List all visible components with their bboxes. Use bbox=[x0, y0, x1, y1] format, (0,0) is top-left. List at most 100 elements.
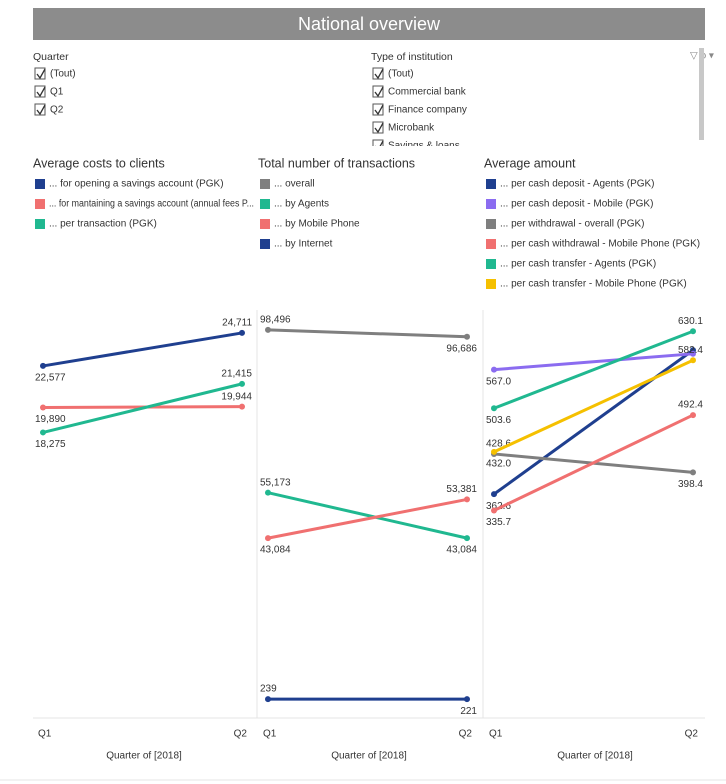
data-point bbox=[690, 328, 696, 335]
data-point bbox=[491, 405, 497, 412]
data-label: 630.1 bbox=[678, 316, 703, 327]
filter-item[interactable]: Q2 bbox=[50, 105, 64, 116]
data-label: 22,577 bbox=[35, 373, 66, 384]
checkmark bbox=[374, 104, 384, 116]
data-point bbox=[40, 404, 46, 411]
series-line bbox=[493, 352, 694, 372]
data-label: 19,944 bbox=[221, 391, 252, 402]
x-tick-label: Q1 bbox=[38, 729, 52, 740]
legend-label: ... for mantaining a savings account (an… bbox=[49, 199, 254, 210]
data-point bbox=[464, 333, 470, 340]
data-point bbox=[265, 326, 271, 333]
series-line bbox=[493, 413, 694, 512]
checkmark bbox=[374, 68, 384, 80]
filter-title: Type of institution bbox=[371, 51, 453, 63]
series-line bbox=[267, 497, 468, 540]
x-tick-label: Q2 bbox=[685, 729, 699, 740]
filter-item[interactable]: Q1 bbox=[50, 87, 64, 98]
data-label: 582.4 bbox=[678, 345, 703, 356]
filter-item[interactable]: Savings & loans bbox=[388, 141, 460, 152]
data-label: 18,275 bbox=[35, 439, 66, 450]
filter-item[interactable]: Microbank bbox=[388, 123, 435, 134]
series-line bbox=[493, 358, 694, 454]
legend-title: Average costs to clients bbox=[33, 156, 165, 170]
series-line bbox=[493, 329, 694, 410]
legend-swatch bbox=[486, 179, 496, 189]
data-label: 335.7 bbox=[486, 517, 511, 528]
data-point bbox=[690, 412, 696, 419]
data-point bbox=[40, 429, 46, 436]
checkmark bbox=[36, 68, 46, 80]
legend-swatch bbox=[260, 239, 270, 249]
series-line bbox=[267, 491, 468, 540]
legend-swatch bbox=[35, 219, 45, 229]
checkmark bbox=[374, 86, 384, 98]
filter-item[interactable]: (Tout) bbox=[388, 69, 414, 80]
data-label: 239 bbox=[260, 684, 277, 695]
data-point bbox=[239, 329, 245, 336]
checkbox[interactable] bbox=[372, 139, 384, 151]
filter-item[interactable]: Finance company bbox=[388, 105, 467, 116]
filter-item[interactable]: (Tout) bbox=[50, 69, 76, 80]
data-point bbox=[464, 535, 470, 542]
data-point bbox=[464, 696, 470, 703]
filter-item[interactable]: Commercial bank bbox=[388, 87, 467, 98]
legend-swatch bbox=[260, 219, 270, 229]
title-bar bbox=[33, 8, 705, 40]
legend-label: ... for opening a savings account (PGK) bbox=[49, 179, 224, 190]
legend-swatch bbox=[260, 179, 270, 189]
legend-label: ... per withdrawal - overall (PGK) bbox=[500, 219, 645, 230]
x-tick-label: Q2 bbox=[459, 729, 473, 740]
data-point bbox=[239, 380, 245, 387]
legend-label: ... per cash withdrawal - Mobile Phone (… bbox=[500, 239, 700, 250]
data-label: 221 bbox=[460, 706, 477, 717]
legend-swatch bbox=[486, 239, 496, 249]
data-point bbox=[690, 469, 696, 476]
legend-label: ... per cash transfer - Agents (PGK) bbox=[500, 259, 656, 270]
legend-label: ... per cash deposit - Agents (PGK) bbox=[500, 179, 655, 190]
checkmark bbox=[36, 86, 46, 98]
legend-label: ... per cash transfer - Mobile Phone (PG… bbox=[500, 279, 687, 290]
legend-label: ... by Internet bbox=[274, 239, 333, 250]
data-point bbox=[265, 489, 271, 496]
legend-swatch bbox=[35, 179, 45, 189]
scrollbar[interactable] bbox=[699, 48, 704, 140]
data-point bbox=[491, 507, 497, 514]
legend-swatch bbox=[260, 199, 270, 209]
data-label: 43,084 bbox=[446, 545, 477, 556]
x-tick-label: Q1 bbox=[489, 729, 503, 740]
legend-swatch bbox=[486, 259, 496, 269]
legend-label: ... per transaction (PGK) bbox=[49, 219, 157, 230]
legend-title: Average amount bbox=[484, 156, 576, 170]
legend-swatch bbox=[35, 199, 45, 209]
filter: Quarter (Tout) Q1 Q2 bbox=[33, 51, 76, 116]
series-line bbox=[42, 382, 243, 434]
x-tick-label: Q1 bbox=[263, 729, 277, 740]
legend-swatch bbox=[486, 199, 496, 209]
data-label: 55,173 bbox=[260, 477, 291, 488]
data-label: 96,686 bbox=[446, 343, 477, 354]
data-label: 43,084 bbox=[260, 545, 291, 556]
data-label: 398.4 bbox=[678, 479, 703, 490]
data-point bbox=[491, 491, 497, 498]
legend-swatch bbox=[486, 219, 496, 229]
x-axis-title: Quarter of [2018] bbox=[331, 751, 407, 762]
data-label: 24,711 bbox=[222, 318, 252, 329]
data-label: 19,890 bbox=[35, 414, 66, 425]
legend-label: ... by Mobile Phone bbox=[274, 219, 360, 230]
legend-label: ... per cash deposit - Mobile (PGK) bbox=[500, 199, 653, 210]
data-label: 98,496 bbox=[260, 315, 291, 326]
legend-label: ... by Agents bbox=[274, 199, 329, 210]
x-axis-title: Quarter of [2018] bbox=[557, 751, 633, 762]
data-point bbox=[265, 535, 271, 542]
data-label: 432.0 bbox=[486, 459, 511, 470]
x-axis-title: Quarter of [2018] bbox=[106, 751, 182, 762]
data-point bbox=[464, 496, 470, 503]
data-point bbox=[239, 403, 245, 410]
data-point bbox=[690, 357, 696, 364]
legend-title: Total number of transactions bbox=[258, 156, 415, 170]
data-point bbox=[40, 362, 46, 369]
data-point bbox=[690, 350, 696, 357]
series-line bbox=[42, 331, 243, 368]
